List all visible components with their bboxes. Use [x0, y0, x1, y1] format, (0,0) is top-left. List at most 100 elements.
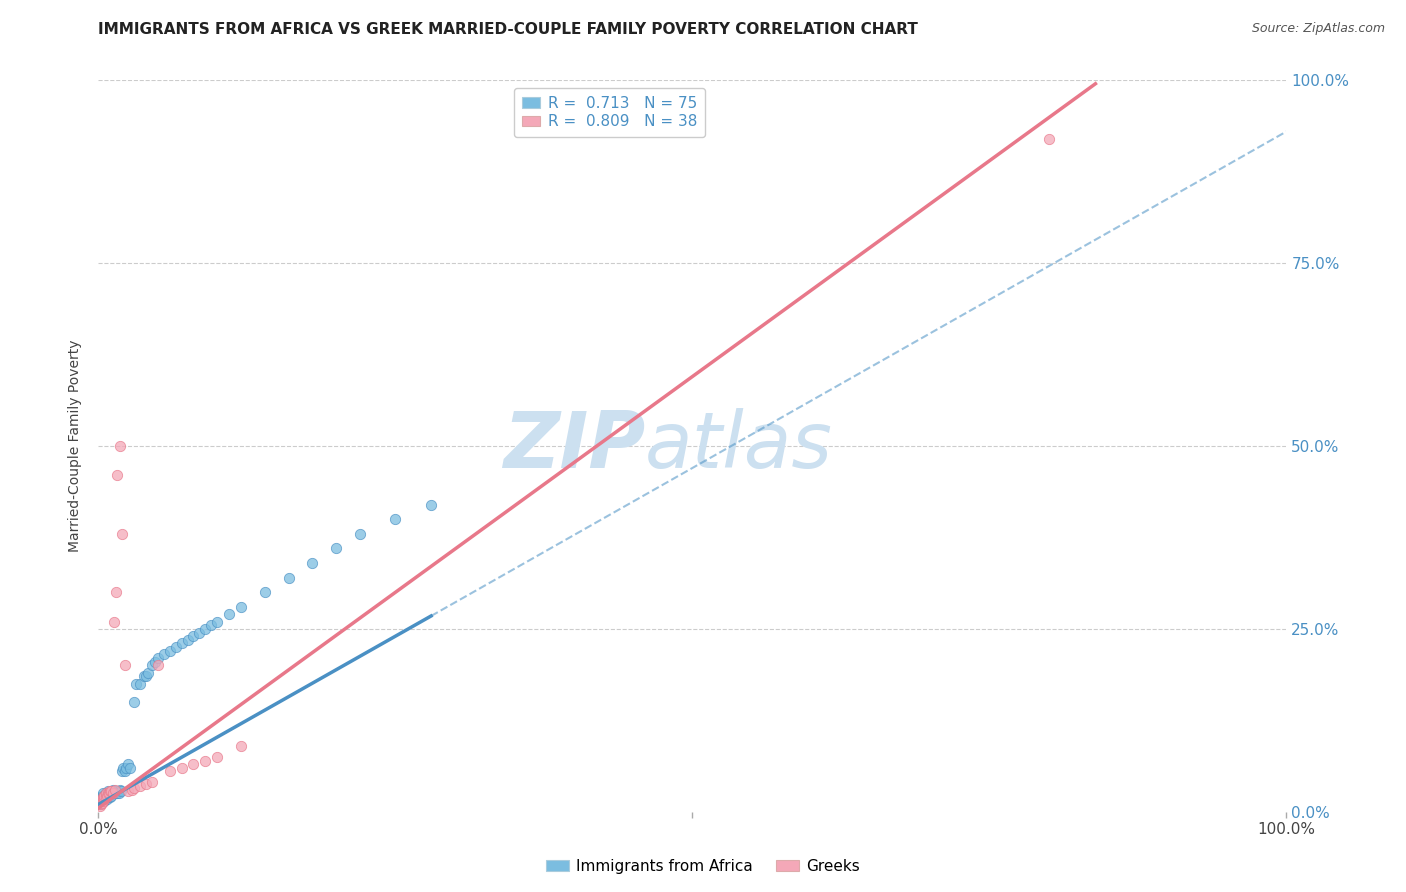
Point — [112, 761, 135, 775]
Point — [94, 790, 117, 805]
Point — [96, 789, 118, 803]
Point — [183, 629, 205, 643]
Point — [349, 526, 371, 541]
Point — [122, 781, 145, 796]
Point — [103, 615, 125, 629]
Text: ZIP: ZIP — [503, 408, 645, 484]
Point — [91, 790, 114, 805]
Point — [129, 779, 152, 793]
Point — [120, 761, 142, 775]
Point — [107, 787, 129, 801]
Point — [301, 556, 323, 570]
Point — [93, 790, 115, 805]
Point — [93, 791, 115, 805]
Point — [91, 796, 114, 810]
Point — [114, 658, 136, 673]
Point — [93, 789, 115, 803]
Point — [94, 789, 117, 803]
Point — [90, 794, 112, 808]
Point — [101, 787, 124, 801]
Point — [98, 787, 121, 801]
Point — [229, 599, 252, 614]
Point — [200, 618, 222, 632]
Point — [129, 676, 152, 690]
Point — [97, 787, 120, 801]
Point — [94, 787, 117, 801]
Point — [91, 791, 114, 805]
Point — [100, 784, 122, 798]
Point — [98, 787, 121, 801]
Point — [107, 787, 129, 801]
Point — [108, 782, 131, 797]
Point — [107, 468, 129, 483]
Point — [229, 739, 252, 753]
Point — [218, 607, 240, 622]
Point — [91, 790, 114, 805]
Point — [93, 789, 115, 803]
Point — [94, 790, 117, 805]
Point — [96, 791, 118, 805]
Text: Source: ZipAtlas.com: Source: ZipAtlas.com — [1251, 22, 1385, 36]
Point — [159, 764, 181, 779]
Point — [90, 790, 112, 805]
Point — [104, 784, 127, 798]
Point — [183, 757, 205, 772]
Point — [141, 775, 163, 789]
Point — [105, 784, 128, 798]
Point — [136, 665, 159, 680]
Point — [98, 787, 121, 801]
Point — [93, 794, 115, 808]
Point — [100, 789, 122, 803]
Point — [91, 794, 114, 808]
Point — [89, 794, 111, 808]
Point — [91, 794, 114, 808]
Point — [165, 640, 187, 655]
Point — [91, 791, 114, 805]
Point — [141, 658, 163, 673]
Point — [420, 498, 443, 512]
Point — [89, 797, 111, 812]
Point — [96, 787, 118, 801]
Point — [91, 789, 114, 803]
Point — [135, 669, 157, 683]
Point — [105, 787, 128, 801]
Point — [90, 791, 112, 805]
Point — [91, 787, 114, 801]
Point — [135, 777, 157, 791]
Point — [207, 615, 229, 629]
Point — [91, 791, 114, 805]
Point — [98, 784, 121, 798]
Point — [146, 651, 169, 665]
Point — [98, 789, 121, 803]
Legend: Immigrants from Africa, Greeks: Immigrants from Africa, Greeks — [540, 853, 866, 880]
Point — [100, 787, 122, 801]
Point — [176, 632, 198, 647]
Point — [1038, 132, 1060, 146]
Point — [170, 636, 193, 650]
Point — [159, 644, 181, 658]
Point — [96, 789, 118, 803]
Point — [253, 585, 276, 599]
Point — [146, 658, 169, 673]
Point — [105, 585, 128, 599]
Point — [325, 541, 347, 556]
Point — [114, 761, 136, 775]
Point — [132, 669, 155, 683]
Point — [384, 512, 406, 526]
Point — [114, 764, 136, 779]
Point — [89, 798, 111, 813]
Point — [101, 782, 124, 797]
Point — [94, 787, 117, 801]
Point — [170, 761, 193, 775]
Point — [188, 625, 211, 640]
Point — [145, 655, 167, 669]
Y-axis label: Married-Couple Family Poverty: Married-Couple Family Poverty — [69, 340, 83, 552]
Point — [121, 782, 143, 797]
Point — [97, 789, 120, 803]
Point — [194, 622, 217, 636]
Point — [117, 784, 139, 798]
Point — [125, 676, 148, 690]
Point — [104, 782, 127, 797]
Point — [90, 797, 112, 812]
Point — [90, 796, 112, 810]
